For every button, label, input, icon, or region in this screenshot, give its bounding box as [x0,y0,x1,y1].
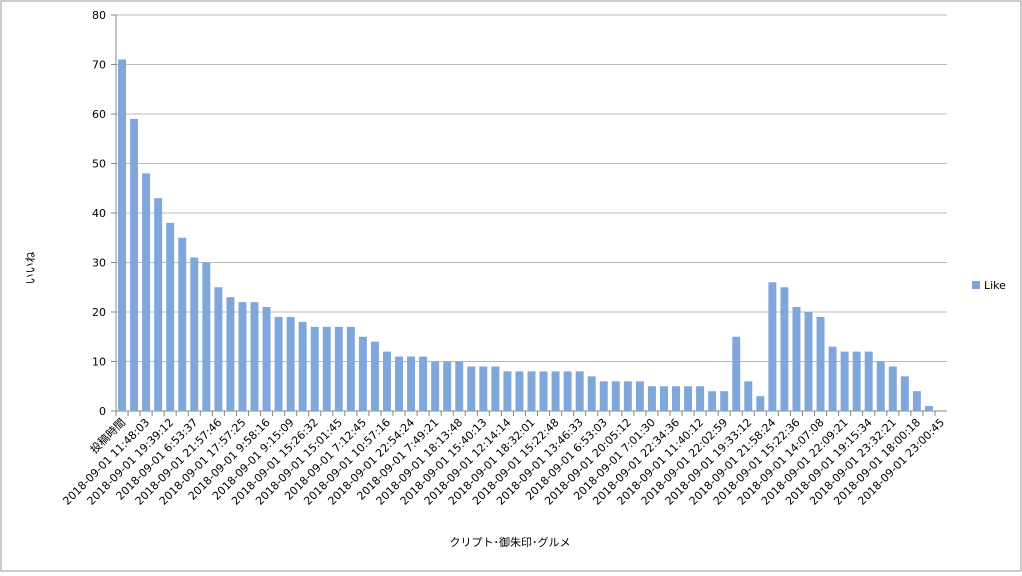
bar [635,381,644,411]
bar [503,371,512,411]
bar [816,316,825,411]
bar [226,297,235,411]
bar [768,282,777,411]
bar [912,391,921,411]
bar [310,326,319,411]
y-axis-title: いいね [24,252,37,285]
bar [876,361,885,411]
bar [744,381,753,411]
bar [720,391,729,411]
bar [792,307,801,411]
bar [262,307,271,411]
x-axis-title: クリプト･御朱印･グルメ [450,535,571,549]
bar [708,391,717,411]
legend-swatch [972,281,980,289]
bar [491,366,500,411]
bar [515,371,524,411]
bar [587,376,596,411]
y-tick-label: 20 [92,306,106,319]
bar [647,386,656,411]
bar [696,386,705,411]
bar [804,312,813,411]
bar [684,386,693,411]
y-tick-label: 50 [92,158,106,171]
bar [383,351,391,411]
y-tick-label: 80 [92,9,106,22]
bar [575,371,584,411]
bar [395,356,403,411]
bar [551,371,560,411]
bar [539,371,548,411]
bar [346,326,355,411]
bar [864,351,873,411]
bar [611,381,620,411]
bar [756,396,765,411]
bar [479,366,488,411]
bar [900,376,909,411]
bar [623,381,632,411]
bar [852,351,861,411]
bar [190,257,199,411]
bar [166,222,175,411]
bar [118,59,126,412]
bar [527,371,536,411]
bar [274,316,283,411]
y-tick-label: 0 [99,405,106,418]
y-tick-label: 10 [92,356,106,369]
bar [888,366,897,411]
bar [250,302,259,411]
bar [455,361,464,411]
bar [431,361,440,411]
y-tick-label: 30 [92,257,106,270]
bar [924,406,933,411]
bar [732,336,741,411]
bar [154,198,163,411]
bar [358,336,367,411]
bar [443,361,452,411]
bar [419,356,428,411]
y-tick-label: 60 [92,108,106,121]
y-tick-label: 70 [92,59,106,72]
bar [467,366,476,411]
bar [214,287,223,411]
bar [599,381,608,411]
bar [322,326,331,411]
bar [407,356,416,411]
bar [840,351,849,411]
bar [202,262,211,411]
bar [780,287,789,411]
bar [563,371,572,411]
legend-label: Like [984,279,1006,292]
bar [672,386,680,411]
bar [660,386,668,411]
bar [178,237,187,411]
bar [238,302,247,411]
bar [130,118,139,411]
bar [142,173,151,411]
bar [370,341,379,411]
bar [298,321,307,411]
y-tick-label: 40 [92,207,106,220]
bar [334,326,343,411]
bar [286,316,295,411]
bar [828,346,837,411]
